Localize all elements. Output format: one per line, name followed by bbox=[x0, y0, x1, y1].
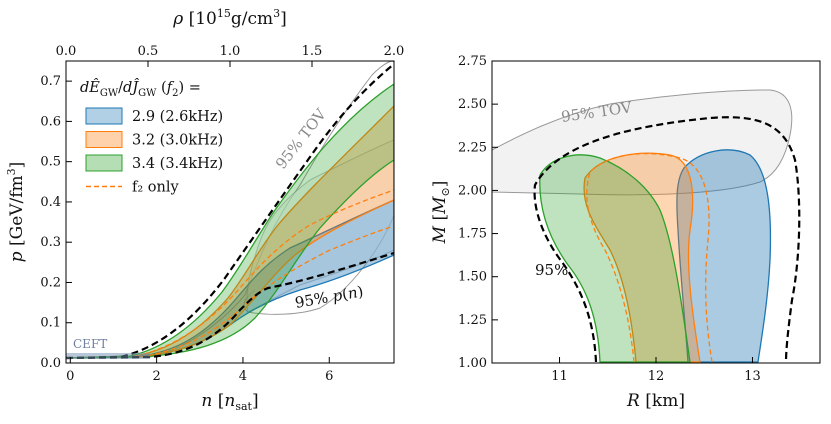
left-top-tick-label: 0.5 bbox=[138, 44, 159, 59]
left-panel-pressure-density: 0 2 4 6 0.0 0.1 0.2 0.3 0.4 0.5 0.6 0.7 0.0 0.5 1.0 1… bbox=[5, 7, 404, 413]
tov-95-band bbox=[66, 61, 394, 359]
right-y-tick-label: 2.50 bbox=[458, 97, 487, 112]
right-x-label: R [km] bbox=[626, 391, 685, 411]
left-top-x-ticks: 0.0 0.5 1.0 1.5 2.0 bbox=[56, 44, 405, 67]
tov-95-band-mr bbox=[492, 89, 793, 196]
left-top-tick-label: 0.0 bbox=[56, 44, 77, 59]
right-y-tick-label: 2.75 bbox=[458, 54, 487, 69]
legend-swatch bbox=[85, 107, 123, 125]
annotation-95-right: 95% bbox=[535, 261, 568, 279]
mr-band-blue-2.9 bbox=[676, 149, 772, 363]
right-x-tick-label: 12 bbox=[648, 369, 665, 384]
left-y-ticks: 0.0 0.1 0.2 0.3 0.4 0.5 0.6 0.7 bbox=[40, 74, 72, 371]
left-x-tick-label: 6 bbox=[325, 369, 333, 384]
right-x-ticks: 11 12 13 bbox=[551, 357, 761, 384]
bound-upper-black-dashed bbox=[66, 63, 394, 360]
left-y-tick-label: 0.1 bbox=[40, 316, 61, 331]
right-y-ticks: 1.00 1.25 1.50 1.75 2.00 2.25 2.50 2.75 bbox=[458, 54, 498, 371]
bound-lower-black-dashed bbox=[66, 251, 394, 360]
right-x-tick-label: 13 bbox=[744, 369, 761, 384]
right-y-label: M [M⊙] bbox=[430, 181, 452, 245]
legend-label: 3.2 (3.0kHz) bbox=[132, 133, 223, 149]
right-y-tick-label: 2.25 bbox=[458, 140, 487, 155]
left-x-tick-label: 4 bbox=[239, 369, 247, 384]
left-y-tick-label: 0.4 bbox=[40, 195, 61, 210]
left-x-label: n [nsat] bbox=[201, 391, 258, 413]
left-top-x-label: ρ [1015g/cm3] bbox=[172, 7, 287, 29]
left-y-tick-label: 0.0 bbox=[40, 356, 61, 371]
right-y-tick-label: 1.25 bbox=[458, 313, 487, 328]
right-y-tick-label: 1.75 bbox=[458, 227, 487, 242]
left-x-ticks: 0 2 4 6 bbox=[66, 357, 333, 384]
left-y-tick-label: 0.5 bbox=[40, 155, 61, 170]
left-top-tick-label: 1.0 bbox=[220, 44, 241, 59]
right-y-tick-label: 2.00 bbox=[458, 183, 487, 198]
annotation-ceft: CEFT bbox=[73, 337, 107, 351]
legend-swatch bbox=[85, 154, 123, 172]
right-x-tick-label: 11 bbox=[551, 369, 568, 384]
legend-title: dÊGW/dĴGW (f2) = bbox=[80, 78, 201, 99]
legend-label: 3.4 (3.4kHz) bbox=[132, 156, 223, 172]
right-panel-mass-radius: 11 12 13 1.001.251.501.752.002.252.502.75 … bbox=[430, 54, 821, 411]
left-x-tick-label: 0 bbox=[66, 369, 74, 384]
f2-only-lower-dashed bbox=[139, 225, 394, 358]
legend-swatch bbox=[85, 131, 123, 148]
legend-label: f₂ only bbox=[132, 180, 179, 196]
left-y-tick-label: 0.6 bbox=[40, 114, 61, 129]
left-y-tick-label: 0.3 bbox=[40, 235, 61, 250]
left-y-tick-label: 0.7 bbox=[40, 74, 61, 89]
legend-label: 2.9 (2.6kHz) bbox=[132, 109, 223, 125]
left-y-label: p [GeV/fm3] bbox=[5, 162, 27, 263]
mr-f2-only-dashed bbox=[586, 153, 713, 363]
mr-band-green-3.4 bbox=[539, 154, 691, 363]
legend: dÊGW/dĴGW (f2) = 2.9 (2.6kHz) 3.2 (3.0kHz… bbox=[80, 78, 223, 196]
ceft-band bbox=[66, 353, 150, 359]
right-y-tick-label: 1.50 bbox=[458, 270, 487, 285]
left-x-tick-label: 2 bbox=[152, 369, 160, 384]
pn-95-band bbox=[246, 139, 394, 313]
mr-bound-black-dashed bbox=[533, 116, 801, 363]
band-green-3.4 bbox=[66, 83, 394, 359]
left-top-tick-label: 1.5 bbox=[302, 44, 323, 59]
right-y-tick-label: 1.00 bbox=[458, 356, 487, 371]
left-top-tick-label: 2.0 bbox=[384, 44, 405, 59]
left-y-tick-label: 0.2 bbox=[40, 275, 61, 290]
